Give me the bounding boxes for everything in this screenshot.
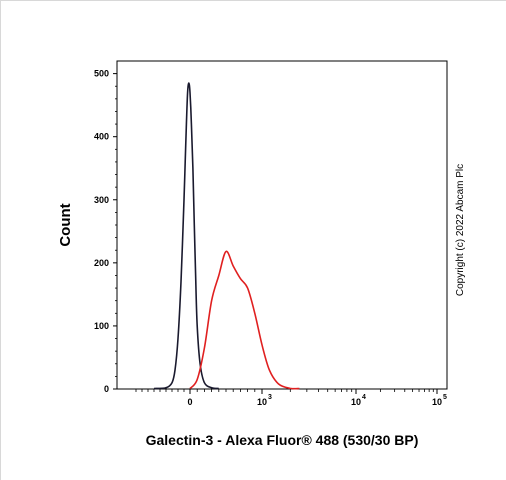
y-tick-label: 200 bbox=[94, 258, 109, 268]
series-line-2 bbox=[189, 250, 300, 390]
x-tick-label: 0 bbox=[187, 397, 192, 407]
series-line-1 bbox=[153, 82, 219, 390]
y-tick-label: 500 bbox=[94, 69, 109, 79]
y-tick-label: 100 bbox=[94, 321, 109, 331]
x-tick-label: 10 bbox=[351, 397, 361, 407]
copyright-annotation: Copyright (c) 2022 Abcam Plc bbox=[455, 164, 466, 296]
y-tick-label: 0 bbox=[104, 384, 109, 394]
x-tick-label: 10 bbox=[432, 397, 442, 407]
x-tick-exponent: 4 bbox=[362, 394, 366, 401]
x-tick-exponent: 3 bbox=[268, 394, 272, 401]
x-axis-title: Galectin-3 - Alexa Fluor® 488 (530/30 BP… bbox=[146, 432, 419, 448]
x-tick-label: 10 bbox=[257, 397, 267, 407]
plot-area bbox=[116, 60, 448, 390]
x-tick-exponent: 5 bbox=[443, 394, 447, 401]
y-tick-label: 300 bbox=[94, 195, 109, 205]
y-tick-label: 400 bbox=[94, 132, 109, 142]
y-axis-title: Count bbox=[57, 203, 74, 246]
